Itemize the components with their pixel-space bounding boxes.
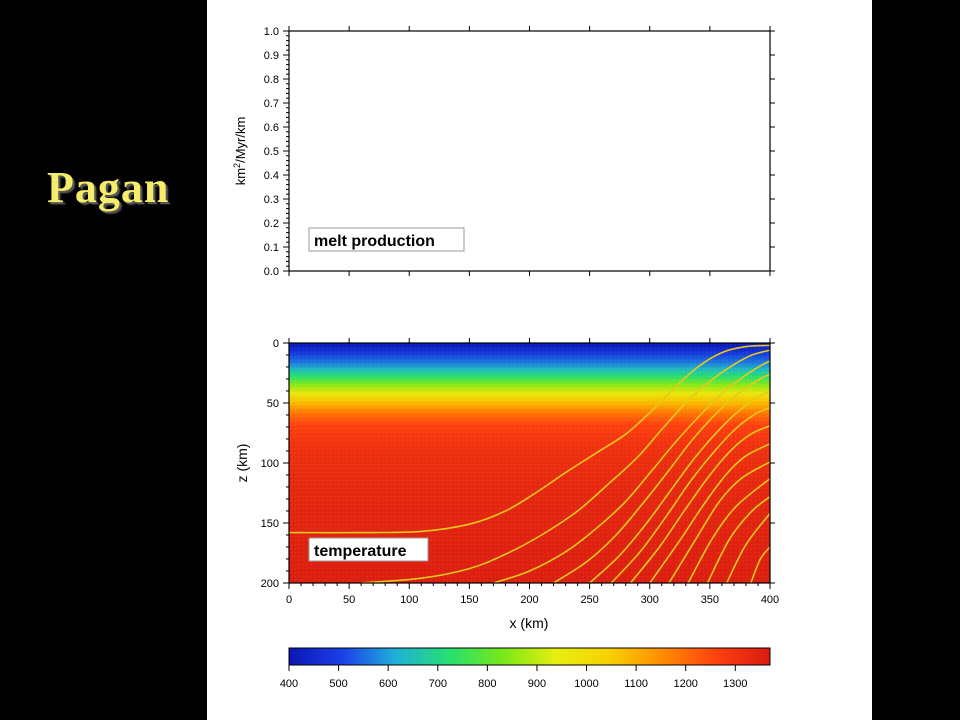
melt-y-tick-label: 0.6 xyxy=(264,122,279,134)
colorbar-tick-label: 1000 xyxy=(574,678,598,690)
temperature-legend-label: temperature xyxy=(314,543,407,560)
streamline xyxy=(493,360,770,583)
melt-y-tick-label: 0.4 xyxy=(264,170,279,182)
temperature-y-axis: 0 50 100 150 200 xyxy=(261,338,775,590)
melt-y-tick-label: 0.8 xyxy=(264,74,279,86)
streamline xyxy=(687,477,770,583)
colorbar-tick-label: 1200 xyxy=(673,678,697,690)
temperature-y-axis-label: z (km) xyxy=(234,444,250,483)
temperature-y-tick-label: 50 xyxy=(267,398,279,410)
colorbar-tick-label: 800 xyxy=(478,678,496,690)
melt-y-tick-label: 0.0 xyxy=(264,266,279,278)
streamline xyxy=(629,425,770,583)
colorbar-tick-label: 500 xyxy=(329,678,347,690)
temperature-x-tick-label: 200 xyxy=(520,594,538,606)
streamline xyxy=(589,390,770,583)
melt-legend-box xyxy=(308,227,465,252)
colorbar-ticks: 400 500 600 700 800 900 1000 1100 1200 1300 xyxy=(280,665,748,690)
flow-streamlines xyxy=(289,344,770,583)
temperature-x-tick-label: 150 xyxy=(460,594,478,606)
streamline xyxy=(706,495,770,583)
temperature-x-tick-label: 300 xyxy=(641,594,659,606)
streamline xyxy=(750,546,770,583)
colorbar-tick-label: 700 xyxy=(429,678,447,690)
temperature-y-tick-label: 100 xyxy=(261,458,279,470)
melt-y-tick-label: 0.3 xyxy=(264,194,279,206)
colorbar-tick-label: 600 xyxy=(379,678,397,690)
melt-y-tick-label: 1.0 xyxy=(264,26,279,38)
temperature-x-axis: 0 50 100 150 200 250 300 350 400 xyxy=(286,338,779,606)
colorbar-tick-label: 1100 xyxy=(624,678,648,690)
melt-y-axis-label: km2/Myr/km xyxy=(232,117,248,186)
colorbar-tick-label: 900 xyxy=(528,678,546,690)
streamline xyxy=(649,443,770,583)
colorbar-tick-label: 400 xyxy=(280,678,298,690)
streamline xyxy=(610,407,770,583)
melt-y-tick-label: 0.5 xyxy=(264,146,279,158)
streamline xyxy=(289,344,770,534)
temperature-y-tick-label: 200 xyxy=(261,578,279,590)
melt-y-tick-label: 0.2 xyxy=(264,218,279,230)
figure-svg: 0.0 0.1 0.2 0.3 0.4 0.5 0.6 0.7 0.8 0.9 1.0 km2/My… xyxy=(232,26,779,690)
temperature-chart: 0 50 100 150 200 0 50 100 150 200 250 300 350 400 z … xyxy=(234,338,779,631)
streamline xyxy=(553,373,770,583)
slide-title: Pagan xyxy=(47,163,170,212)
temperature-x-tick-label: 350 xyxy=(701,594,719,606)
streamline xyxy=(725,512,770,583)
temperature-x-axis-label: x (km) xyxy=(510,615,549,631)
melt-x-ticks xyxy=(288,26,771,276)
streamline xyxy=(668,461,770,583)
colorbar-scale xyxy=(288,647,771,666)
temperature-y-tick-label: 0 xyxy=(273,338,279,350)
temperature-legend-box xyxy=(308,537,429,562)
temperature-y-tick-label: 150 xyxy=(261,518,279,530)
colorbar: 400 500 600 700 800 900 1000 1100 1200 1300 xyxy=(280,647,771,690)
temperature-x-tick-label: 400 xyxy=(761,594,779,606)
temperature-x-tick-label: 0 xyxy=(286,594,292,606)
melt-y-tick-label: 0.1 xyxy=(264,242,279,254)
temperature-x-tick-label: 100 xyxy=(400,594,418,606)
melt-y-axis: 0.0 0.1 0.2 0.3 0.4 0.5 0.6 0.7 0.8 0.9 1.0 xyxy=(264,26,775,278)
colorbar-tick-label: 1300 xyxy=(723,678,747,690)
streamline xyxy=(361,349,770,583)
temperature-x-tick-label: 50 xyxy=(343,594,355,606)
melt-legend-label: melt production xyxy=(314,233,435,250)
melt-production-chart: 0.0 0.1 0.2 0.3 0.4 0.5 0.6 0.7 0.8 0.9 1.0 km2/My… xyxy=(232,26,775,278)
temperature-x-tick-label: 250 xyxy=(580,594,598,606)
melt-y-tick-label: 0.7 xyxy=(264,98,279,110)
figure-panel: 0.0 0.1 0.2 0.3 0.4 0.5 0.6 0.7 0.8 0.9 1.0 km2/My… xyxy=(207,0,872,720)
melt-y-tick-label: 0.9 xyxy=(264,50,279,62)
